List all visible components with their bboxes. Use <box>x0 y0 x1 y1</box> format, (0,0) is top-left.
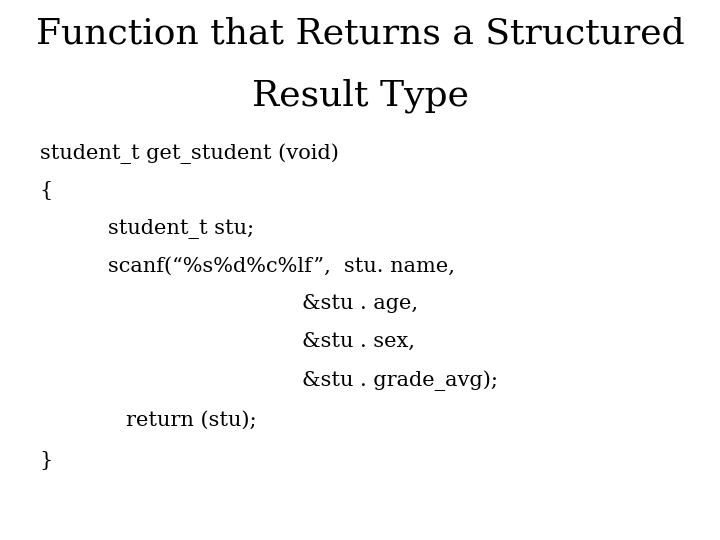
Text: student_t get_student (void): student_t get_student (void) <box>40 143 338 164</box>
Text: student_t stu;: student_t stu; <box>108 219 254 239</box>
Text: Result Type: Result Type <box>251 78 469 113</box>
Text: return (stu);: return (stu); <box>126 410 256 429</box>
Text: &stu . grade_avg);: &stu . grade_avg); <box>302 370 498 390</box>
Text: Function that Returns a Structured: Function that Returns a Structured <box>36 16 684 50</box>
Text: scanf(“%s%d%c%lf”,  stu. name,: scanf(“%s%d%c%lf”, stu. name, <box>108 256 455 275</box>
Text: {: { <box>40 181 53 200</box>
Text: &stu . age,: &stu . age, <box>302 294 418 313</box>
Text: &stu . sex,: &stu . sex, <box>302 332 415 351</box>
Text: }: } <box>40 451 53 470</box>
